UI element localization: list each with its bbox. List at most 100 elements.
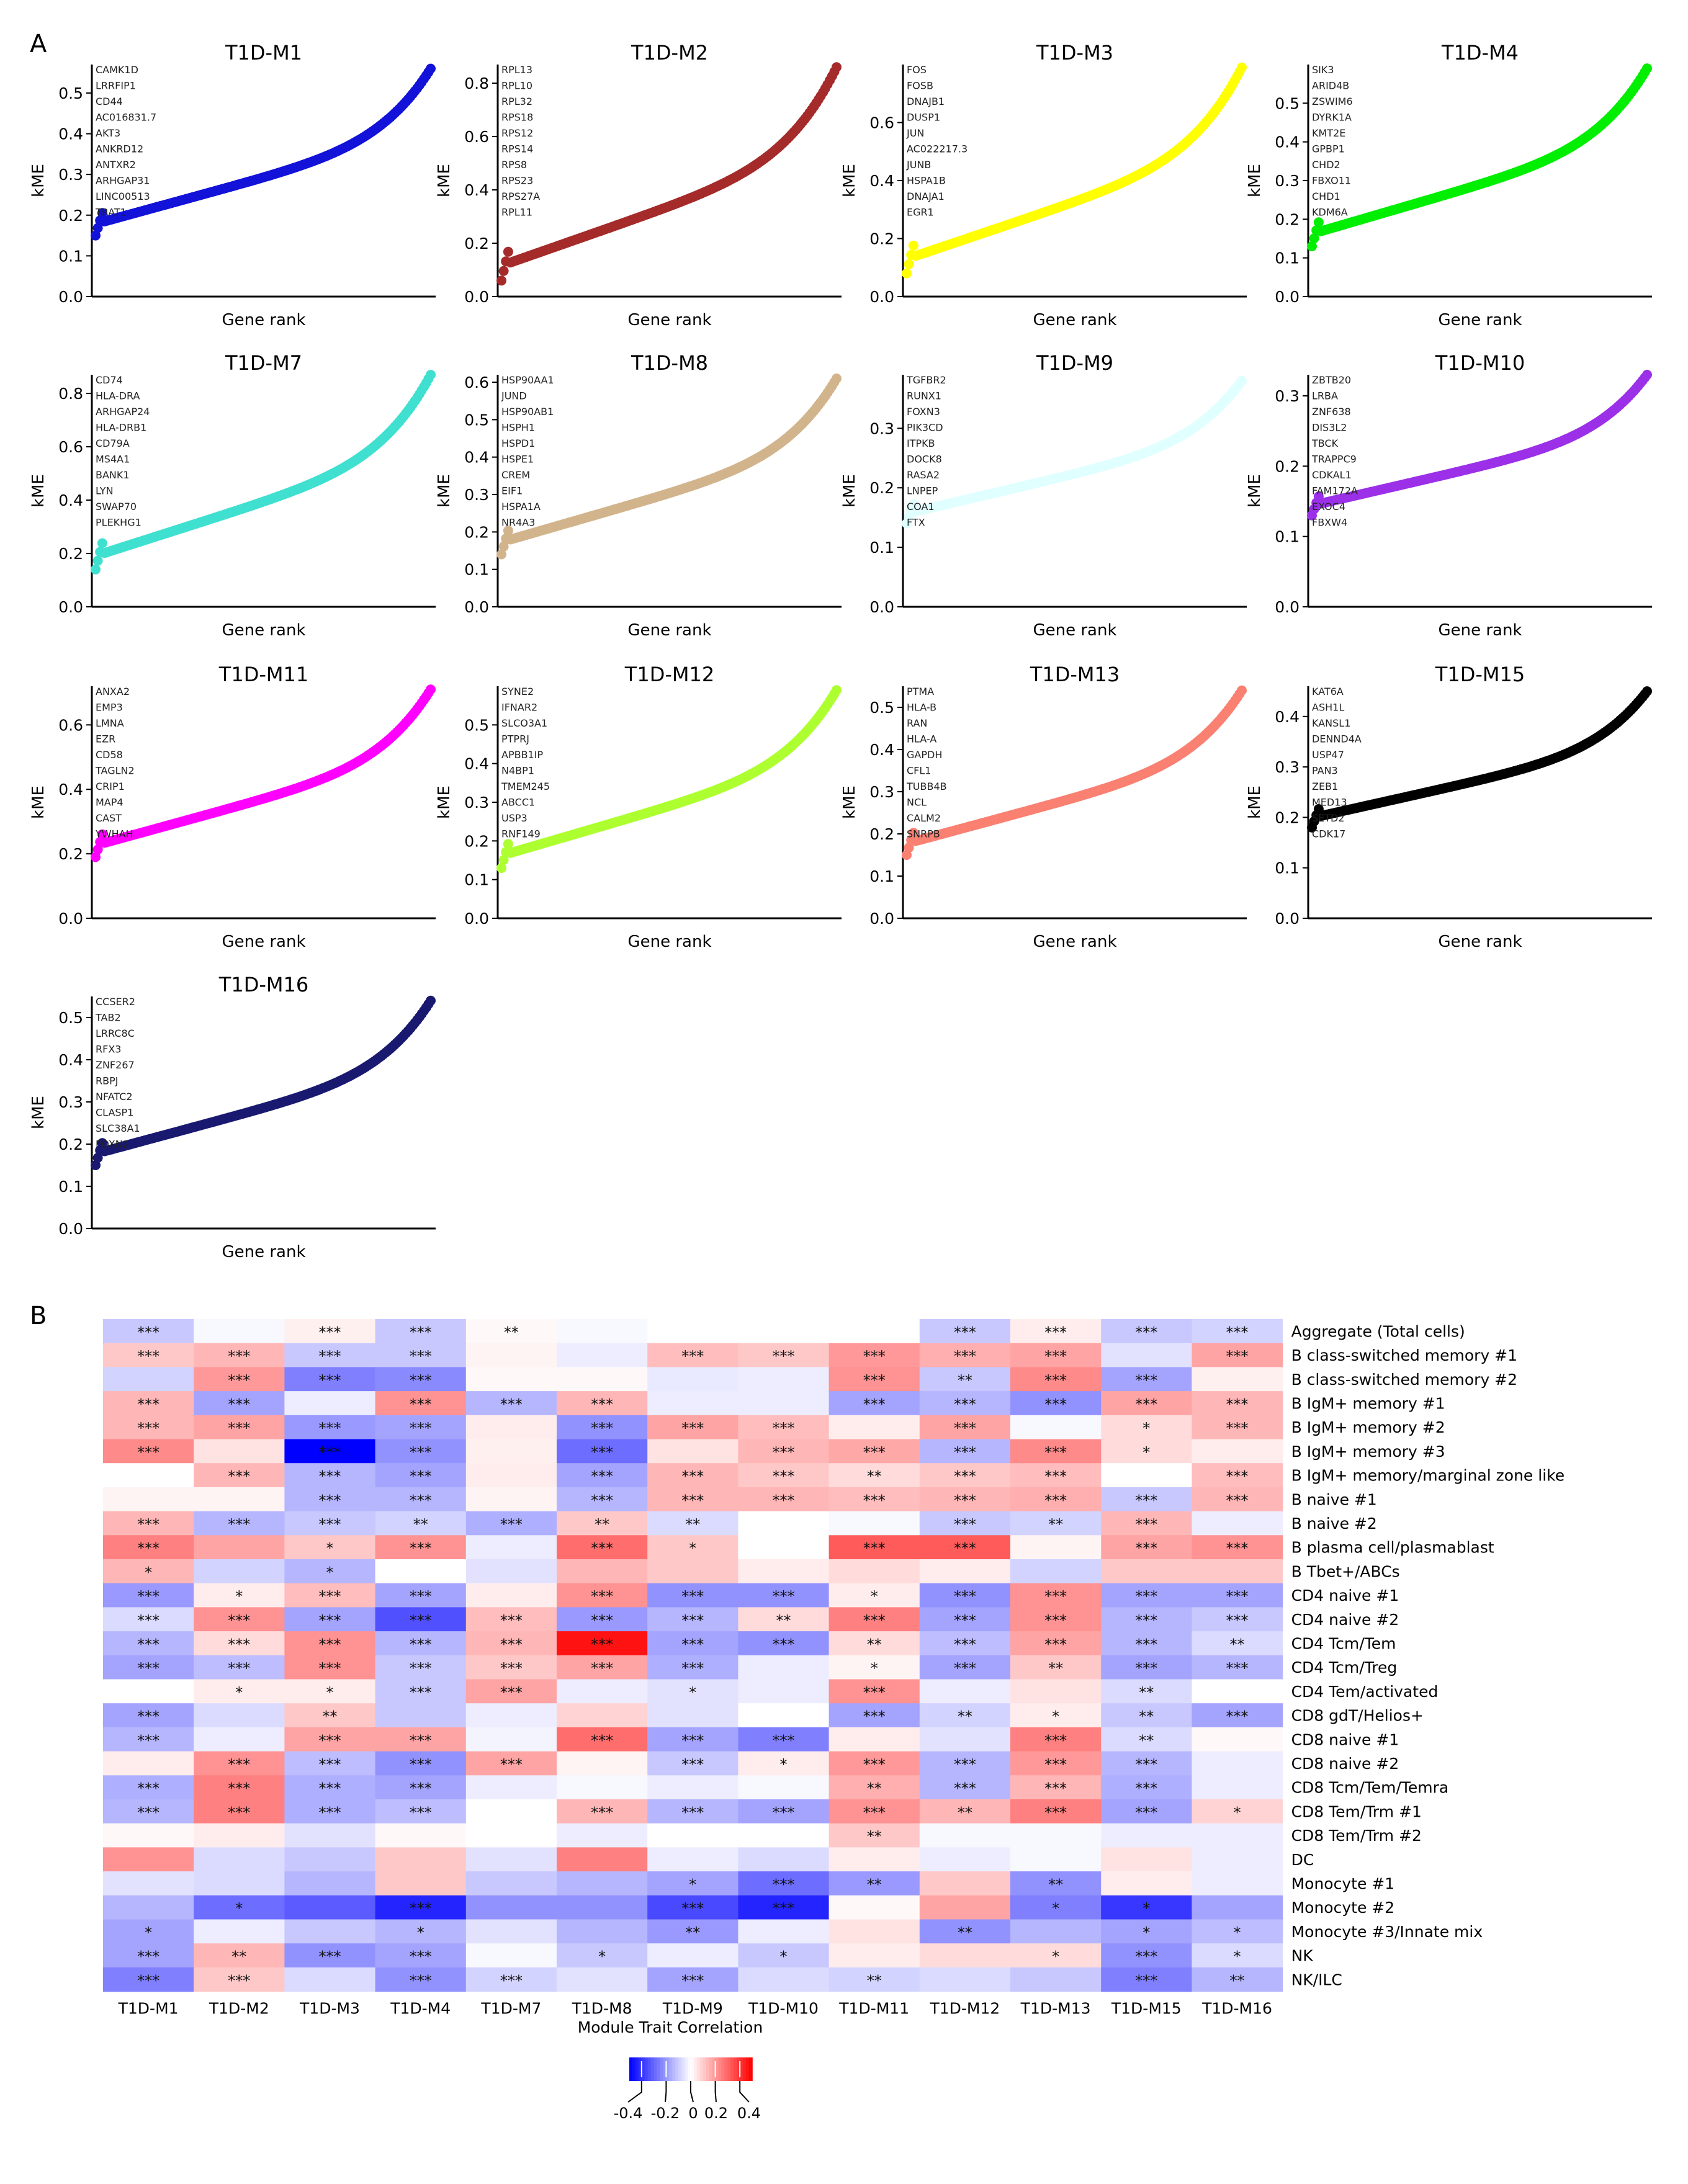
colorbar-segment: [730, 2057, 735, 2081]
heatmap-cell: [1192, 1751, 1283, 1776]
heatmap-cell: [1010, 1319, 1102, 1344]
significance-stars: ***: [1135, 1492, 1157, 1509]
significance-stars: ***: [773, 1732, 795, 1749]
heatmap-cell: [1101, 1967, 1192, 1992]
gene-label: RPS8: [501, 159, 527, 171]
heatmap-cell: [828, 1775, 920, 1800]
kme-point: [1309, 233, 1319, 244]
significance-stars: ***: [410, 1468, 432, 1485]
plot-title: T1D-M1: [225, 41, 302, 65]
gene-label: AKT3: [96, 127, 120, 139]
heatmap-cell: [828, 1583, 920, 1608]
heatmap-cell: [647, 1535, 738, 1560]
heatmap-cell: [557, 1943, 648, 1968]
kme-point: [1642, 63, 1652, 74]
gene-label: RUNX1: [907, 390, 941, 402]
heatmap-cell: [647, 1487, 738, 1512]
significance-stars: *: [235, 1588, 243, 1605]
heatmap-cell: [284, 1607, 376, 1632]
gene-label: HLA-B: [907, 702, 936, 714]
significance-stars: **: [867, 1636, 882, 1653]
heatmap-cell: [647, 1559, 738, 1584]
gene-label: CAST: [96, 812, 122, 824]
significance-stars: ***: [137, 1395, 159, 1413]
y-tick-label: 0.2: [58, 207, 83, 225]
y-tick-label: 0.6: [464, 374, 489, 392]
heatmap-cell: [1101, 1679, 1192, 1704]
heatmap-cell: [557, 1487, 648, 1512]
significance-stars: *: [1052, 1708, 1059, 1725]
heatmap-cell: [103, 1679, 194, 1704]
colorbar-tick-label: 0: [688, 2105, 698, 2122]
gene-label: RAN: [907, 717, 927, 729]
y-tick-label: 0.3: [464, 794, 489, 812]
kme-point: [426, 995, 436, 1006]
row-label: Monocyte #3/Innate mix: [1291, 1923, 1483, 1941]
y-axis-label: kME: [29, 474, 48, 508]
heatmap-cell: [738, 1535, 830, 1560]
gene-label: FTX: [907, 517, 925, 529]
heatmap-cell: [557, 1775, 648, 1800]
y-tick-label: 0.0: [869, 288, 894, 306]
heatmap-cell: [1010, 1823, 1102, 1848]
y-tick-label: 0.0: [464, 288, 489, 306]
heatmap-cell: [465, 1943, 557, 1968]
significance-stars: ***: [1135, 1612, 1157, 1629]
heatmap-cell: [1101, 1943, 1192, 1968]
y-tick-label: 0.1: [869, 539, 894, 557]
significance-stars: ***: [954, 1756, 976, 1773]
colorbar-segment: [641, 2057, 645, 2081]
gene-label: HSPA1A: [501, 501, 541, 512]
heatmap-cell: [284, 1727, 376, 1752]
heatmap-cell: [647, 1775, 738, 1800]
kme-point: [832, 62, 842, 73]
colorbar-segment: [696, 2057, 701, 2081]
significance-stars: ***: [1226, 1612, 1249, 1629]
significance-stars: ***: [228, 1756, 250, 1773]
gene-label: JUN: [906, 127, 924, 139]
x-axis-label: Gene rank: [1033, 621, 1116, 640]
y-tick-label: 0.0: [869, 910, 894, 928]
row-label: NK: [1291, 1947, 1314, 1965]
colorbar-tick-label: -0.2: [651, 2105, 680, 2122]
heatmap-cell: [919, 1559, 1011, 1584]
y-tick-label: 0.8: [58, 385, 83, 403]
gene-label: CD74: [96, 374, 123, 386]
colorbar-segment: [650, 2057, 655, 2081]
colorbar-segment: [712, 2057, 716, 2081]
colorbar-segment: [746, 2057, 750, 2081]
heatmap-cell: [828, 1511, 920, 1536]
heatmap-cell: [375, 1463, 467, 1488]
heatmap-cell: [375, 1319, 467, 1344]
heatmap-cell: [738, 1919, 830, 1944]
heatmap-cell: [1101, 1439, 1192, 1464]
kme-point: [904, 843, 914, 853]
colorbar-segment: [703, 2057, 707, 2081]
y-tick-label: 0.0: [58, 598, 83, 616]
heatmap-cell: [828, 1415, 920, 1440]
heatmap-cell: [1101, 1631, 1192, 1656]
gene-label: HSPA1B: [907, 175, 946, 187]
row-label: CD8 Tem/Trm #1: [1291, 1802, 1422, 1820]
gene-label: JUNB: [906, 159, 931, 171]
significance-stars: ***: [863, 1708, 886, 1725]
gene-label: RPS23: [501, 175, 533, 187]
plot-title: T1D-M8: [631, 351, 708, 375]
significance-stars: **: [685, 1924, 700, 1941]
heatmap-cell: [647, 1727, 738, 1752]
heatmap-cell: [557, 1727, 648, 1752]
significance-stars: ***: [319, 1468, 341, 1485]
significance-stars: ***: [319, 1636, 341, 1653]
x-axis-label: Gene rank: [1438, 621, 1522, 640]
significance-stars: ***: [1226, 1492, 1249, 1509]
significance-stars: ***: [137, 1612, 159, 1629]
heatmap-cell: [828, 1919, 920, 1944]
kme-point: [92, 1153, 103, 1163]
heatmap-row: *** *** *** *** ** *** *** *** CD8 Tcm/Tem/Temra: [103, 1775, 1448, 1800]
gene-label: SYNE2: [501, 686, 534, 697]
heatmap-cell: [284, 1463, 376, 1488]
colorbar-segment: [675, 2057, 680, 2081]
significance-stars: ***: [1044, 1492, 1067, 1509]
column-label: T1D-M11: [838, 2000, 909, 2018]
heatmap-cell: [919, 1847, 1011, 1872]
